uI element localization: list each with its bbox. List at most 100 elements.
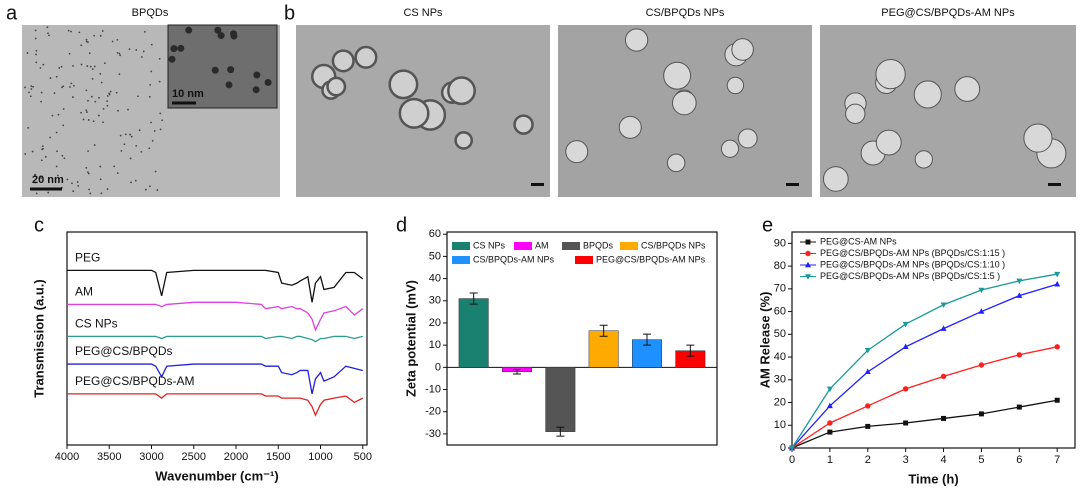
x-tick-label: 7 [1054, 454, 1060, 466]
dot [225, 81, 233, 89]
dot [154, 170, 157, 173]
dot [100, 81, 103, 84]
dot [56, 174, 59, 177]
dot [72, 190, 75, 193]
marker [805, 274, 811, 280]
dot [119, 54, 122, 57]
dot [140, 150, 143, 153]
legend-label: AM [535, 240, 549, 250]
legend-label: PEG@CS-AM NPs [820, 236, 897, 246]
dot [85, 40, 88, 43]
dot [94, 100, 97, 103]
marker [805, 261, 811, 268]
marker [827, 420, 833, 426]
dot [177, 44, 185, 52]
panel-label: e [762, 214, 773, 236]
legend-swatch [514, 242, 532, 250]
dot [116, 38, 119, 41]
marker [1054, 280, 1061, 287]
dot [115, 91, 118, 94]
dot [150, 70, 153, 73]
dot [61, 154, 64, 157]
dot [148, 95, 151, 98]
dot [85, 38, 88, 41]
dot [109, 90, 112, 93]
dot [85, 166, 88, 169]
y-tick-label: 40 [429, 273, 441, 285]
dot [28, 91, 30, 94]
dot [135, 49, 138, 51]
dot [93, 144, 96, 146]
particle [624, 28, 649, 52]
x-tick-label: 4 [940, 454, 946, 466]
dot [35, 192, 38, 195]
y-tick-label: 20 [774, 396, 786, 408]
panel-label: b [284, 2, 295, 24]
particle [513, 114, 534, 135]
x-axis-title: Time (h) [908, 471, 958, 486]
marker [1016, 404, 1022, 410]
marker [1054, 271, 1061, 278]
dot [101, 30, 104, 32]
dot [168, 55, 176, 63]
dot [40, 177, 42, 179]
dot [34, 181, 37, 184]
dot [88, 52, 91, 55]
marker [1016, 352, 1023, 358]
particle [954, 76, 981, 102]
dot [42, 63, 45, 66]
dot [40, 100, 43, 103]
scale-label: 20 nm [32, 174, 64, 186]
x-tick-label: 2500 [182, 451, 206, 463]
dot [108, 92, 110, 95]
particle [398, 97, 430, 129]
dot [70, 82, 73, 85]
y-tick-label: 0 [780, 442, 786, 454]
dot [49, 136, 52, 139]
dot [98, 96, 100, 99]
particle [663, 61, 692, 90]
series-line [791, 399, 1058, 449]
particle [731, 38, 754, 61]
dot [30, 88, 33, 90]
dot [138, 129, 141, 132]
series-label: AM [75, 285, 93, 299]
marker [826, 402, 833, 409]
dot [170, 45, 178, 53]
particle [737, 128, 758, 149]
y-tick-label: 50 [429, 250, 441, 262]
dot [39, 67, 42, 69]
dot [129, 157, 132, 160]
legend-label: PEG@CS/BPQDs-AM NPs (BPQDs/CS:1:15 ) [820, 248, 1005, 258]
dot [35, 61, 38, 64]
image-title: PEG@CS/BPQDs-AM NPs [881, 7, 1015, 19]
dot [106, 104, 109, 107]
dot [144, 188, 147, 191]
dot [150, 121, 152, 124]
legend-label: PEG@CS/BPQDs-AM NPs (BPQDs/CS:1:5 ) [820, 271, 1000, 281]
dot [44, 155, 47, 158]
dot [227, 66, 235, 74]
dot [86, 65, 89, 67]
dot [91, 68, 94, 71]
dot [99, 34, 102, 37]
x-tick-label: 6 [1016, 454, 1022, 466]
dot [120, 149, 123, 152]
dot [48, 34, 50, 37]
dot [66, 178, 69, 181]
plot-frame [446, 231, 718, 446]
y-tick-label: 30 [774, 374, 786, 386]
dot [124, 133, 127, 136]
marker [864, 368, 871, 375]
dot [102, 107, 105, 110]
plot-frame [791, 231, 1076, 449]
marker [827, 429, 833, 435]
dot [26, 52, 29, 54]
marker [940, 302, 947, 309]
marker [826, 386, 833, 393]
particle [875, 59, 906, 90]
legend-label: BPQDs [583, 240, 614, 250]
error-bar [643, 333, 651, 346]
y-axis-title: Transmission (a.u.) [31, 279, 46, 397]
